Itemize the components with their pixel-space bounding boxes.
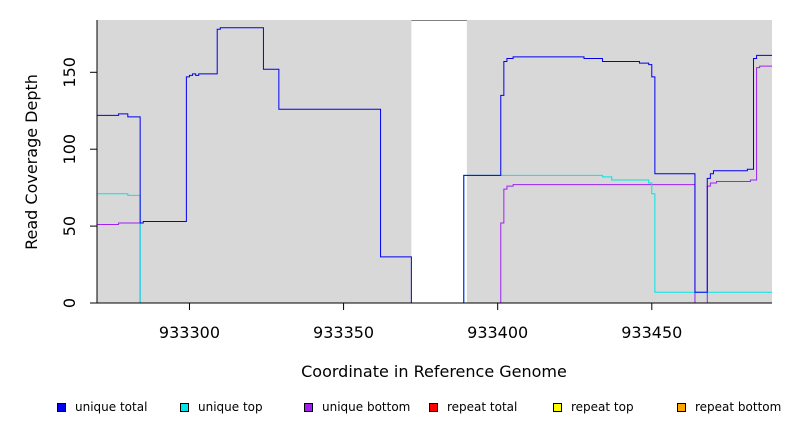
grey-region-0 <box>97 20 412 303</box>
legend-label: unique bottom <box>322 400 411 414</box>
x-tick-label: 933300 <box>159 323 220 342</box>
y-tick-label: 150 <box>60 57 79 88</box>
y-tick-label: 100 <box>60 134 79 165</box>
legend-item-unique-top: unique top <box>180 400 263 414</box>
series-unique-total <box>97 27 772 304</box>
legend-item-unique-total: unique total <box>57 400 147 414</box>
y-axis-title: Read Coverage Depth <box>22 74 41 250</box>
grey-region-1 <box>466 20 772 303</box>
x-tick-label: 933400 <box>467 323 528 342</box>
x-tick-label: 933450 <box>621 323 682 342</box>
legend-swatch <box>553 402 562 412</box>
series-unique-top <box>97 174 772 304</box>
legend-label: repeat total <box>447 400 518 414</box>
x-axis-title: Coordinate in Reference Genome <box>301 362 567 381</box>
legend-swatch <box>57 402 66 412</box>
legend-item-unique-bottom: unique bottom <box>304 400 410 414</box>
legend-item-repeat-top: repeat top <box>553 400 634 414</box>
coverage-chart: 933300 933350 933400 933450 0 50 100 150 Coordi… <box>22 20 772 381</box>
x-tick-label: 933350 <box>313 323 374 342</box>
legend-label: unique top <box>198 400 263 414</box>
legend-swatch <box>677 402 686 412</box>
y-tick-label: 50 <box>60 216 79 236</box>
legend-swatch <box>180 402 189 412</box>
y-tick-label: 0 <box>60 298 79 308</box>
legend-swatch <box>429 402 438 412</box>
legend: unique total unique top unique bottom repea… <box>0 400 792 420</box>
legend-label: repeat bottom <box>695 400 782 414</box>
legend-swatch <box>304 402 313 412</box>
legend-label: repeat top <box>571 400 634 414</box>
grey-regions <box>97 20 772 303</box>
legend-item-repeat-bottom: repeat bottom <box>677 400 781 414</box>
axes: 933300 933350 933400 933450 0 50 100 150 <box>60 20 772 342</box>
legend-label: unique total <box>75 400 148 414</box>
legend-item-repeat-total: repeat total <box>429 400 517 414</box>
